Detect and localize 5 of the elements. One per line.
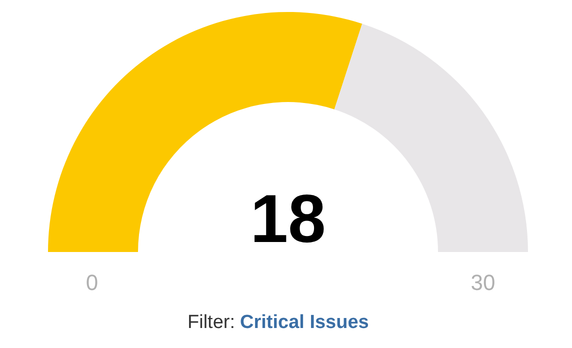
text: 0 — [86, 270, 98, 295]
text: 30 — [470, 270, 496, 295]
text: Critical Issues — [240, 312, 369, 333]
data-label: 18 — [250, 181, 326, 257]
text: Filter: — [188, 312, 235, 333]
